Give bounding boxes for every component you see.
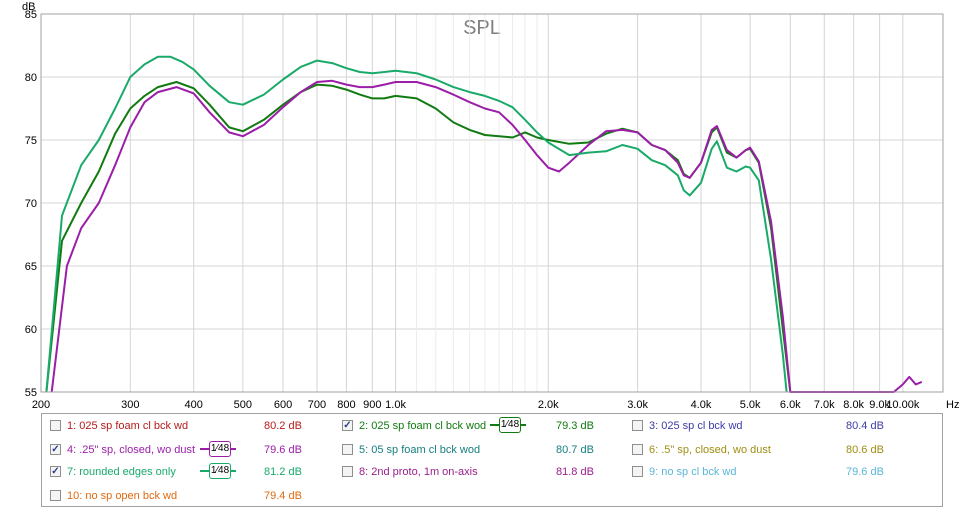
legend-value-3: 80.4 dB [846, 420, 884, 432]
legend-checkbox-4[interactable]: ✓ [50, 444, 61, 455]
x-tick-label: 500 [234, 399, 252, 411]
legend-checkbox-10[interactable] [50, 490, 61, 501]
legend-checkbox-3[interactable] [632, 420, 643, 431]
legend-label-4: 4: .25" sp, closed, wo dust [67, 444, 196, 456]
x-tick-label: 400 [185, 399, 203, 411]
legend-item-7[interactable]: ✓ 7: rounded edges only 1⁄48 81.2 dB [50, 463, 320, 480]
legend-value-7: 81.2 dB [264, 466, 302, 478]
legend-item-9[interactable]: 9: no sp cl bck wd 79.6 dB [632, 464, 902, 480]
y-tick-label: 75 [25, 135, 37, 147]
series-line-1 [45, 81, 792, 393]
x-tick-label: 200 [32, 399, 50, 411]
legend-checkbox-9[interactable] [632, 466, 643, 477]
legend-item-8[interactable]: 8: 2nd proto, 1m on-axis 81.8 dB [342, 464, 612, 480]
legend-value-9: 79.6 dB [846, 466, 884, 478]
x-tick-label: 6.0k [780, 399, 801, 411]
x-tick-label: 800 [337, 399, 355, 411]
x-tick-label: 9.0k [869, 399, 890, 411]
x-tick-label: 3.0k [627, 399, 648, 411]
x-tick-label: 1.0k [385, 399, 406, 411]
x-tick-label: 900 [363, 399, 381, 411]
plot-lines [45, 55, 923, 393]
legend-item-10[interactable]: 10: no sp open bck wd 79.4 dB [50, 488, 320, 504]
legend-label-3: 3: 025 sp cl bck wd [649, 420, 743, 432]
x-tick-label: 4.0k [691, 399, 712, 411]
axis-ticks: 55 60 65 70 75 80 85 200 300 400 500 600 700 800 900 1.… [25, 9, 920, 411]
y-tick-label: 65 [25, 261, 37, 273]
series-line-2 [50, 79, 923, 393]
legend-label-9: 9: no sp cl bck wd [649, 466, 737, 478]
legend-checkbox-1[interactable] [50, 420, 61, 431]
legend-label-1: 1: 025 sp foam cl bck wd [67, 420, 189, 432]
series-line-3 [45, 55, 788, 393]
legend-label-8: 8: 2nd proto, 1m on-axis [359, 466, 478, 478]
y-axis-unit: dB [22, 1, 35, 13]
x-tick-label: 5.0k [740, 399, 761, 411]
x-axis-unit: Hz [946, 399, 959, 411]
x-tick-label: 700 [308, 399, 326, 411]
legend-item-1[interactable]: 1: 025 sp foam cl bck wd 80.2 dB [50, 418, 320, 434]
legend-label-2: 2: 025 sp foam cl bck wod [359, 420, 487, 432]
legend-item-4[interactable]: ✓ 4: .25" sp, closed, wo dust 1⁄48 79.6 … [50, 441, 320, 458]
legend-label-6: 6: .5" sp, closed, wo dust [649, 444, 771, 456]
legend-item-6[interactable]: 6: .5" sp, closed, wo dust 80.6 dB [632, 442, 902, 458]
x-tick-label: 8.0k [843, 399, 864, 411]
legend-value-1: 80.2 dB [264, 420, 302, 432]
x-tick-label: 7.0k [814, 399, 835, 411]
legend-item-2[interactable]: ✓ 2: 025 sp foam cl bck wod 1⁄48 79.3 dB [342, 417, 612, 434]
x-tick-label: 600 [274, 399, 292, 411]
legend-item-5[interactable]: 5: 05 sp foam cl bck wod 80.7 dB [342, 442, 612, 458]
x-tick-label: 2.0k [538, 399, 559, 411]
legend: 1: 025 sp foam cl bck wd 80.2 dB ✓ 4: .2… [41, 413, 943, 507]
y-tick-label: 80 [25, 72, 37, 84]
smoothing-label-4: 1⁄48 [209, 441, 231, 457]
x-tick-label: 300 [121, 399, 139, 411]
smoothing-label-2: 1⁄48 [499, 417, 521, 433]
y-tick-label: 70 [25, 198, 37, 210]
legend-checkbox-8[interactable] [342, 466, 353, 477]
legend-checkbox-7[interactable]: ✓ [50, 466, 61, 477]
plot-frame [40, 13, 944, 393]
legend-item-3[interactable]: 3: 025 sp cl bck wd 80.4 dB [632, 418, 902, 434]
legend-value-10: 79.4 dB [264, 490, 302, 502]
smoothing-label-7: 1⁄48 [209, 463, 231, 479]
legend-value-5: 80.7 dB [556, 444, 594, 456]
legend-checkbox-5[interactable] [342, 444, 353, 455]
y-tick-label: 60 [25, 324, 37, 336]
legend-label-10: 10: no sp open bck wd [67, 490, 178, 502]
legend-checkbox-2[interactable]: ✓ [342, 420, 353, 431]
legend-label-7: 7: rounded edges only [67, 466, 176, 478]
chart-title: SPL [463, 17, 501, 39]
legend-checkbox-6[interactable] [632, 444, 643, 455]
grid [40, 13, 943, 393]
legend-value-6: 80.6 dB [846, 444, 884, 456]
legend-value-2: 79.3 dB [556, 420, 594, 432]
legend-value-4: 79.6 dB [264, 444, 302, 456]
y-tick-label: 55 [25, 387, 37, 399]
y-tick-label: 85 [25, 9, 37, 21]
legend-value-8: 81.8 dB [556, 466, 594, 478]
legend-label-5: 5: 05 sp foam cl bck wod [359, 444, 481, 456]
x-tick-label: 10.00k [886, 399, 920, 411]
spl-chart: SPL dB Hz 55 60 65 70 75 80 85 200 300 400 500 600 7… [22, 1, 959, 411]
